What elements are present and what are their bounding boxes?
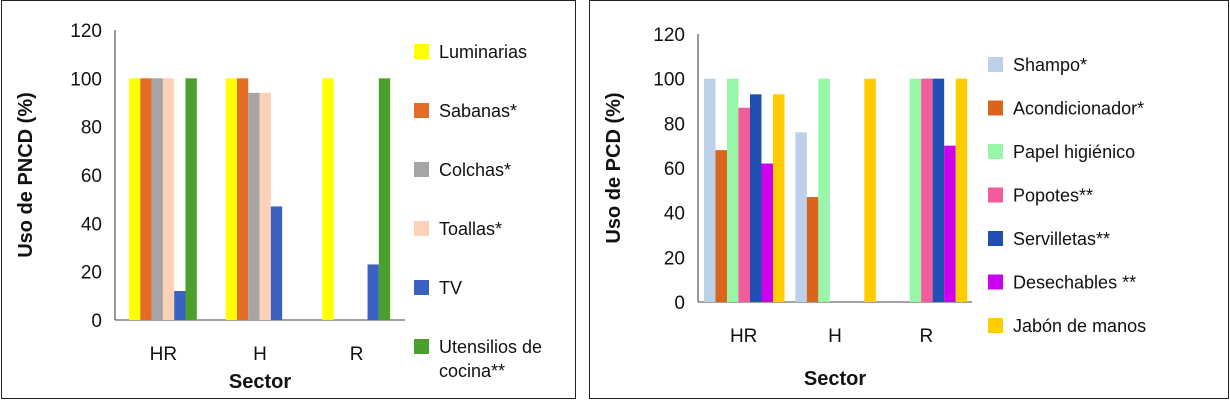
y-tick-label: 100: [653, 70, 685, 91]
legend-label-line: Jabón de manos: [1013, 316, 1146, 336]
legend-swatch: [414, 221, 429, 236]
bar: [864, 78, 876, 303]
bar: [129, 78, 141, 320]
legend-label-line: Colchas*: [439, 160, 511, 180]
y-tick-label: 40: [81, 214, 102, 235]
bar: [367, 264, 379, 320]
y-tick-label: 40: [664, 204, 685, 225]
legend-label-line: Sabanas*: [439, 101, 517, 121]
x-axis-title: Sector: [804, 368, 866, 390]
x-tick-label: HR: [150, 344, 177, 365]
bar: [248, 92, 260, 320]
legend-label: Popotes**: [1013, 186, 1093, 206]
bar: [738, 107, 750, 302]
legend-label: Sabanas*: [439, 101, 517, 121]
y-tick-label: 0: [674, 293, 685, 314]
legend-label: Utensilios de cocina**: [439, 337, 542, 381]
bar: [761, 163, 773, 302]
bar: [151, 78, 163, 320]
legend-swatch: [988, 318, 1003, 333]
bar: [727, 78, 739, 303]
legend-swatch: [414, 162, 429, 177]
bar: [944, 145, 956, 302]
bar: [162, 78, 175, 320]
legend-label-line: TV: [439, 278, 462, 298]
y-tick-label: 20: [81, 263, 102, 284]
legend-swatch: [988, 187, 1003, 203]
legend-swatch: [988, 57, 1003, 72]
bar: [750, 94, 762, 302]
y-tick-label: 20: [664, 248, 685, 269]
y-tick-label: 80: [664, 114, 685, 135]
y-tick-label: 120: [70, 21, 102, 42]
legend-label: Papel higiénico: [1013, 142, 1135, 162]
legend-swatch: [988, 231, 1003, 246]
x-tick-label: H: [253, 344, 267, 365]
legend-swatch: [414, 339, 429, 354]
legend-label-line: cocina**: [439, 361, 505, 381]
legend-label: Shampo*: [1013, 55, 1087, 75]
y-tick-label: 60: [81, 166, 102, 187]
legend-label: TV: [439, 278, 462, 298]
bar: [955, 78, 968, 303]
y-axis-title: Uso de PCD (%): [603, 92, 625, 243]
bar: [806, 197, 819, 302]
bar: [185, 78, 197, 320]
legend-label: Desechables **: [1013, 273, 1136, 293]
y-tick-label: 0: [91, 311, 102, 332]
legend-label-line: Acondicionador*: [1013, 99, 1144, 119]
legend-label: Luminarias: [439, 42, 527, 62]
legend-swatch: [988, 274, 1003, 290]
chart-panel-pncd: 0 20 40 60 80 100 120 HR H R Sector Uso de PNCD (%)…: [1, 0, 576, 399]
x-axis-title: Sector: [229, 371, 291, 393]
legend-label-line: Toallas*: [439, 219, 502, 239]
legend-swatch: [414, 44, 429, 59]
bar: [773, 94, 785, 302]
legend-label: Servilletas**: [1013, 229, 1110, 249]
x-tick-label: R: [919, 326, 933, 347]
y-tick-label: 60: [664, 159, 685, 180]
legend-label-line: Utensilios de: [439, 337, 542, 357]
bar: [322, 78, 334, 320]
bar: [704, 78, 716, 303]
legend-label-line: Shampo*: [1013, 55, 1087, 75]
legend-label-line: Servilletas**: [1013, 229, 1110, 249]
y-tick-label: 120: [653, 25, 685, 46]
legend-label-line: Desechables **: [1013, 273, 1136, 293]
legend-label-line: Popotes**: [1013, 186, 1093, 206]
bar: [140, 78, 152, 320]
legend-swatch: [988, 144, 1003, 159]
x-tick-label: HR: [730, 326, 757, 347]
x-tick-label: R: [350, 344, 364, 365]
y-axis-title: Uso de PNCD (%): [15, 92, 37, 258]
chart-panel-pcd: 0 20 40 60 80 100 120 HR H R Sector Uso de PCD (%) S…: [589, 0, 1229, 399]
legend-label-line: Papel higiénico: [1013, 142, 1135, 162]
legend-label: Toallas*: [439, 219, 502, 239]
bar: [909, 78, 922, 303]
legend-label: Jabón de manos: [1013, 316, 1146, 336]
legend-swatch: [988, 100, 1003, 116]
legend-label: Acondicionador*: [1013, 99, 1144, 119]
y-tick-label: 100: [70, 69, 102, 90]
bar: [818, 78, 830, 303]
bar: [795, 132, 807, 302]
bar: [932, 78, 945, 303]
bar: [225, 78, 237, 320]
bar: [715, 150, 727, 302]
legend-label-line: Luminarias: [439, 42, 527, 62]
bar: [259, 92, 271, 320]
bar: [378, 78, 391, 320]
bar: [236, 78, 249, 320]
x-tick-label: H: [828, 326, 842, 347]
legend-swatch: [414, 280, 429, 295]
y-tick-label: 80: [81, 118, 102, 139]
bar: [174, 291, 186, 320]
bar: [921, 78, 933, 303]
legend-swatch: [414, 103, 429, 118]
legend-label: Colchas*: [439, 160, 511, 180]
bar: [270, 206, 283, 320]
